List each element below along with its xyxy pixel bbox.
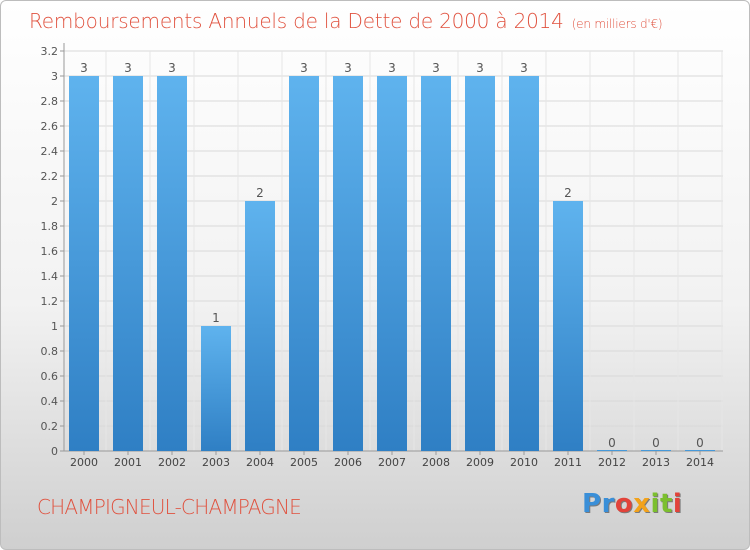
y-tick-label: 0.4 [41, 395, 59, 408]
x-tick-label: 2011 [554, 456, 582, 469]
x-tick-label: 2006 [334, 456, 362, 469]
data-label: 1 [212, 311, 220, 325]
x-tick-label: 2009 [466, 456, 494, 469]
chart-unit-label: (en milliers d'€) [571, 17, 663, 31]
y-tick-label: 0 [51, 445, 58, 458]
y-tick-label: 3.2 [41, 45, 59, 58]
x-tick-label: 2008 [422, 456, 450, 469]
y-tick-label: 1.6 [41, 245, 59, 258]
data-label: 3 [124, 61, 132, 75]
proxiti-logo: Proxiti [582, 489, 682, 519]
y-tick-label: 2.4 [41, 145, 59, 158]
bar [245, 201, 275, 451]
bar [69, 76, 99, 451]
logo-letter: r [601, 489, 615, 519]
data-label: 3 [168, 61, 176, 75]
logo-letter: i [650, 489, 660, 519]
x-tick-label: 2005 [290, 456, 318, 469]
logo-letter: x [633, 489, 651, 519]
bar [421, 76, 451, 451]
logo-letter: P [582, 489, 602, 519]
bar [685, 450, 715, 451]
data-label: 0 [608, 436, 616, 450]
data-label: 0 [652, 436, 660, 450]
y-tick-label: 0.6 [41, 370, 59, 383]
bar [201, 326, 231, 451]
data-label: 0 [696, 436, 704, 450]
chart-title-text: Remboursements Annuels de la Dette de 20… [29, 9, 564, 33]
y-tick-label: 2 [51, 195, 58, 208]
data-label: 3 [388, 61, 396, 75]
labels: 0 0.2 0.4 0.6 0.8 1 1.2 1.4 1.6 1.8 2 2.2 2.4 2.6 2.8 3… [41, 45, 715, 469]
x-tick-label: 2013 [642, 456, 670, 469]
y-tick-label: 3 [51, 70, 58, 83]
y-tick-label: 2.6 [41, 120, 59, 133]
x-tick-label: 2002 [158, 456, 186, 469]
data-label: 3 [432, 61, 440, 75]
bar [597, 450, 627, 451]
x-tick-label: 2001 [114, 456, 142, 469]
x-tick-label: 2014 [686, 456, 714, 469]
x-tick-label: 2007 [378, 456, 406, 469]
logo-letter: t [659, 489, 673, 519]
commune-name: CHAMPIGNEUL-CHAMPAGNE [37, 495, 302, 519]
y-tick-label: 1 [51, 320, 58, 333]
bar [333, 76, 363, 451]
x-tick-label: 2012 [598, 456, 626, 469]
bar [509, 76, 539, 451]
logo-letter: i [672, 489, 683, 519]
data-label: 3 [520, 61, 528, 75]
chart-title: Remboursements Annuels de la Dette de 20… [29, 9, 663, 33]
data-label: 3 [300, 61, 308, 75]
data-label: 2 [564, 186, 572, 200]
y-tick-label: 0.2 [41, 420, 59, 433]
y-tick-label: 2.8 [41, 95, 59, 108]
bar [377, 76, 407, 451]
x-tick-label: 2000 [70, 456, 98, 469]
bar [289, 76, 319, 451]
bars [69, 76, 715, 451]
bar [465, 76, 495, 451]
x-tick-label: 2004 [246, 456, 274, 469]
y-tick-label: 0.8 [41, 345, 59, 358]
data-label: 3 [476, 61, 484, 75]
x-tick-label: 2010 [510, 456, 538, 469]
bar [157, 76, 187, 451]
x-tick-label: 2003 [202, 456, 230, 469]
data-label: 2 [256, 186, 264, 200]
bar [641, 450, 671, 451]
y-tick-label: 1.8 [41, 220, 59, 233]
y-tick-label: 1.2 [41, 295, 59, 308]
y-tick-label: 2.2 [41, 170, 59, 183]
bar [113, 76, 143, 451]
logo-letter: o [614, 489, 634, 519]
y-tick-label: 1.4 [41, 270, 59, 283]
data-label: 3 [80, 61, 88, 75]
data-label: 3 [344, 61, 352, 75]
bar [553, 201, 583, 451]
